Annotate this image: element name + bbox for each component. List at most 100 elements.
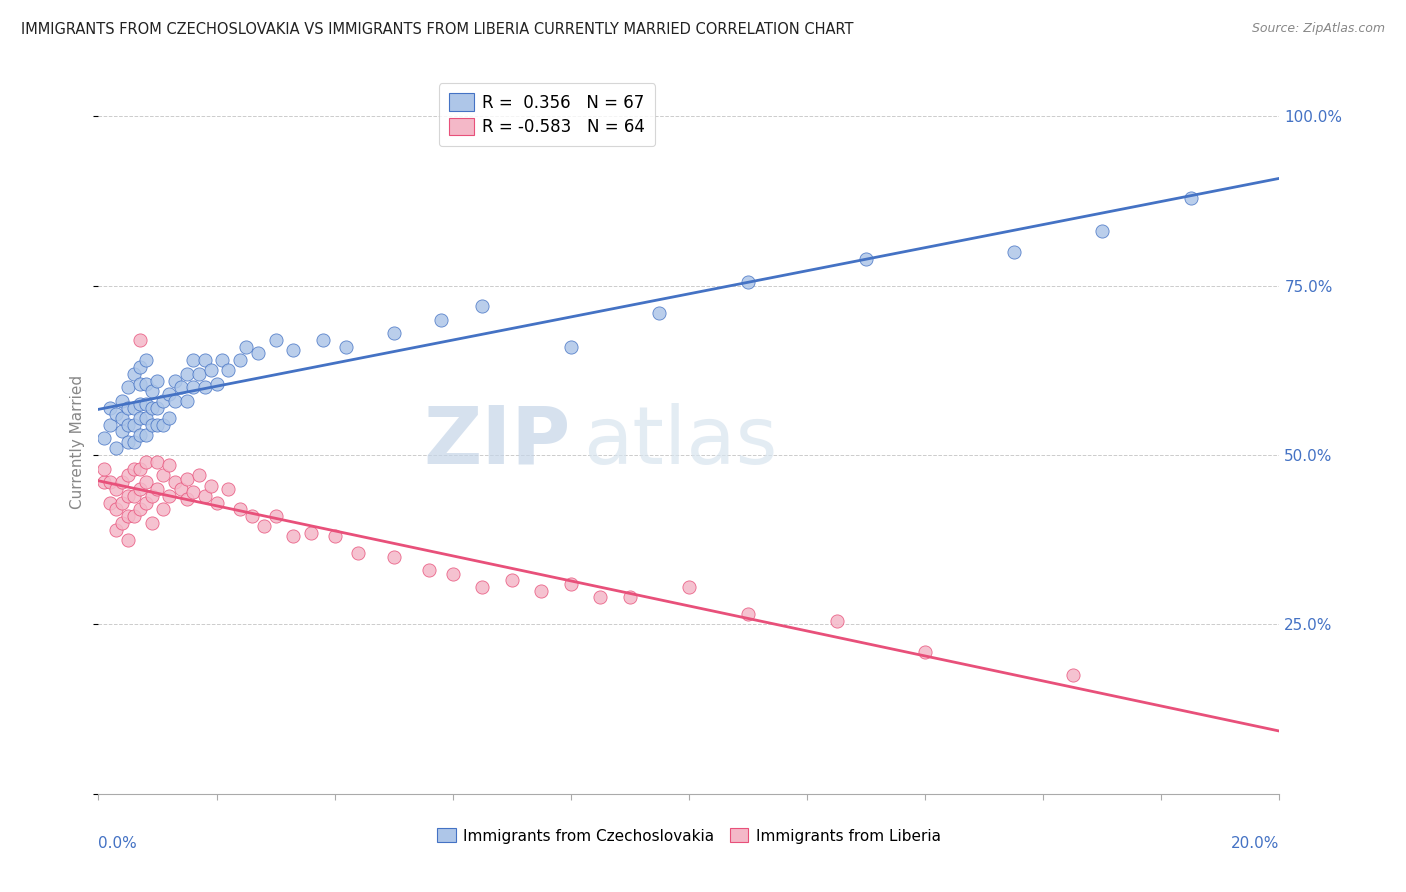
Point xyxy=(217,482,239,496)
Point xyxy=(176,492,198,507)
Point xyxy=(135,427,157,442)
Point xyxy=(347,546,370,560)
Point xyxy=(235,340,257,354)
Point xyxy=(93,475,115,490)
Point xyxy=(146,374,169,388)
Point xyxy=(283,529,305,543)
Point xyxy=(471,299,494,313)
Point xyxy=(194,380,217,394)
Point xyxy=(146,455,169,469)
Point xyxy=(560,577,582,591)
Point xyxy=(105,523,128,537)
Point xyxy=(146,482,169,496)
Point xyxy=(117,434,139,449)
Point xyxy=(194,353,217,368)
Point xyxy=(117,401,139,415)
Point xyxy=(122,461,145,475)
Point xyxy=(560,340,582,354)
Point xyxy=(128,376,150,391)
Point xyxy=(122,489,145,503)
Point xyxy=(98,475,121,490)
Point xyxy=(200,478,222,492)
Text: IMMIGRANTS FROM CZECHOSLOVAKIA VS IMMIGRANTS FROM LIBERIA CURRENTLY MARRIED CORR: IMMIGRANTS FROM CZECHOSLOVAKIA VS IMMIGR… xyxy=(21,22,853,37)
Point xyxy=(128,482,150,496)
Point xyxy=(122,434,145,449)
Point xyxy=(152,393,174,408)
Point xyxy=(93,461,115,475)
Point xyxy=(157,410,180,425)
Point xyxy=(141,417,163,432)
Point xyxy=(619,591,641,605)
Point xyxy=(253,519,276,533)
Point xyxy=(117,509,139,524)
Point xyxy=(128,397,150,411)
Point xyxy=(240,509,263,524)
Point xyxy=(117,468,139,483)
Point xyxy=(430,312,453,326)
Point xyxy=(205,376,228,391)
Point xyxy=(176,393,198,408)
Point xyxy=(678,580,700,594)
Point xyxy=(229,353,252,368)
Point xyxy=(501,574,523,588)
Point xyxy=(194,489,217,503)
Point xyxy=(105,442,128,456)
Point xyxy=(122,509,145,524)
Point xyxy=(914,644,936,658)
Point xyxy=(382,549,405,564)
Point xyxy=(98,495,121,509)
Point xyxy=(530,583,553,598)
Point xyxy=(165,475,187,490)
Point xyxy=(128,427,150,442)
Point xyxy=(157,387,180,401)
Point xyxy=(111,516,134,530)
Text: 0.0%: 0.0% xyxy=(98,836,138,851)
Point xyxy=(312,333,335,347)
Point xyxy=(217,363,239,377)
Point xyxy=(141,516,163,530)
Legend: Immigrants from Czechoslovakia, Immigrants from Liberia: Immigrants from Czechoslovakia, Immigran… xyxy=(432,822,946,850)
Point xyxy=(283,343,305,357)
Point xyxy=(105,408,128,422)
Point xyxy=(211,353,233,368)
Point xyxy=(229,502,252,516)
Point xyxy=(141,489,163,503)
Point xyxy=(128,359,150,374)
Point xyxy=(135,495,157,509)
Text: atlas: atlas xyxy=(582,402,778,481)
Point xyxy=(1062,668,1084,682)
Point xyxy=(157,489,180,503)
Point xyxy=(1180,191,1202,205)
Point xyxy=(170,482,193,496)
Point xyxy=(117,417,139,432)
Point xyxy=(441,566,464,581)
Point xyxy=(152,417,174,432)
Point xyxy=(176,472,198,486)
Point xyxy=(200,363,222,377)
Point xyxy=(128,461,150,475)
Point xyxy=(299,526,322,541)
Point xyxy=(187,468,209,483)
Point xyxy=(471,580,494,594)
Point xyxy=(141,401,163,415)
Point xyxy=(205,495,228,509)
Point xyxy=(111,393,134,408)
Point xyxy=(382,326,405,340)
Point xyxy=(418,563,440,577)
Point xyxy=(111,425,134,439)
Point xyxy=(589,591,612,605)
Point xyxy=(122,417,145,432)
Point xyxy=(146,401,169,415)
Point xyxy=(181,353,204,368)
Point xyxy=(122,367,145,381)
Point xyxy=(181,485,204,500)
Point xyxy=(117,533,139,547)
Point xyxy=(176,367,198,381)
Point xyxy=(170,380,193,394)
Point xyxy=(98,417,121,432)
Point xyxy=(152,468,174,483)
Point xyxy=(264,509,287,524)
Point xyxy=(157,458,180,473)
Point xyxy=(93,431,115,445)
Point xyxy=(246,346,269,360)
